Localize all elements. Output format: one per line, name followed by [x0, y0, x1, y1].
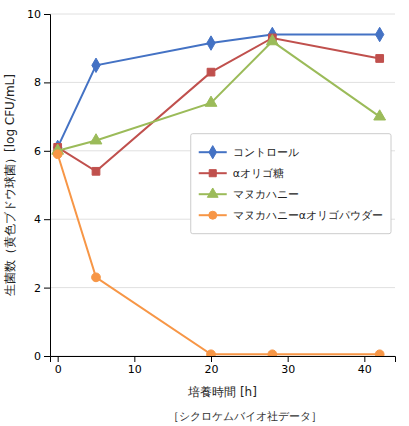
y-tick-label: 2: [34, 282, 41, 295]
legend-marker: [209, 146, 217, 159]
point: [375, 350, 384, 356]
grid-line: [50, 14, 395, 15]
y-tick: 8: [34, 76, 50, 89]
x-axis: 0 10 20 30 40: [51, 356, 396, 376]
y-tick: 10: [27, 8, 50, 21]
legend-frame: [191, 134, 391, 234]
x-tick: 20: [205, 356, 219, 376]
point: [92, 273, 101, 282]
legend-marker: [209, 170, 216, 177]
point: [207, 36, 215, 50]
point: [92, 167, 100, 175]
y-axis: 0 2 4 6 8 10: [27, 8, 51, 363]
y-tick-label: 10: [27, 8, 41, 21]
grid-line: [50, 287, 395, 288]
grid-line: [50, 82, 395, 83]
y-tick-mark: [44, 151, 50, 152]
x-tick: 10: [128, 356, 142, 376]
y-tick-label: 8: [34, 76, 41, 89]
legend-entry: マヌカハニーαオリゴパウダー: [199, 209, 383, 222]
legend-marker: [207, 188, 218, 197]
legend-label: マヌカハニー: [233, 188, 299, 201]
legend-entry: αオリゴ糖: [199, 167, 284, 180]
legend-label: αオリゴ糖: [233, 167, 284, 180]
legend-entry: コントロール: [199, 146, 299, 159]
x-tick-label: 10: [128, 363, 142, 376]
x-tick-label: 40: [358, 363, 372, 376]
point: [268, 350, 277, 356]
legend: コントロール αオリゴ糖マヌカハニーマヌカハニーαオリゴパウダー: [191, 134, 391, 234]
point: [207, 68, 215, 76]
point: [92, 58, 100, 72]
y-tick-mark: [44, 14, 50, 15]
legend-marker: [209, 211, 217, 219]
y-tick-label: 0: [34, 350, 41, 363]
point: [90, 134, 102, 144]
x-tick-label: 20: [205, 363, 219, 376]
point: [376, 27, 384, 41]
x-axis-line: [51, 357, 396, 363]
x-tick-label: 0: [55, 363, 62, 376]
legend-label: マヌカハニーαオリゴパウダー: [233, 209, 383, 222]
x-tick-mark: [364, 356, 365, 362]
point: [53, 150, 62, 159]
y-tick-label: 4: [34, 213, 41, 226]
y-tick: 2: [34, 282, 50, 295]
x-tick-mark: [288, 356, 289, 362]
y-tick: 0: [34, 350, 50, 363]
x-tick: 40: [358, 356, 372, 376]
x-tick-mark: [58, 356, 59, 362]
grid: [50, 14, 395, 356]
y-tick: 4: [34, 213, 50, 226]
x-tick-mark: [211, 356, 212, 362]
y-tick-label: 6: [34, 145, 41, 158]
x-tick: 0: [55, 356, 62, 376]
y-axis-title: 生菌数（黄色ブドウ球菌）[log CFU/mL]: [3, 74, 17, 296]
y-tick-mark: [44, 82, 50, 83]
footnote: ［シクロケムバイオ社データ］: [168, 410, 322, 422]
point: [266, 35, 278, 45]
point: [376, 55, 384, 63]
point: [374, 110, 386, 120]
plot: 0 10 20 30 40 0 2 4 6 8 10 培養時間 [h] 生菌数（黄色ブドウ球菌）[log…: [3, 8, 396, 399]
chart: 0 10 20 30 40 0 2 4 6 8 10 培養時間 [h] 生菌数（黄色ブドウ球菌）[log…: [0, 0, 409, 426]
y-tick-mark: [44, 219, 50, 220]
point: [205, 96, 217, 106]
x-tick-label: 30: [281, 363, 295, 376]
legend-label: コントロール: [233, 146, 299, 159]
y-tick-mark: [44, 288, 50, 289]
x-axis-title: 培養時間 [h]: [187, 385, 257, 399]
x-tick-mark: [134, 356, 135, 362]
legend-entry: マヌカハニー: [199, 188, 299, 201]
y-axis-line: [44, 15, 51, 357]
point: [207, 350, 216, 356]
y-tick-mark: [44, 356, 50, 357]
series-line: [58, 35, 380, 148]
x-tick: 30: [281, 356, 295, 376]
y-tick: 6: [34, 145, 50, 158]
